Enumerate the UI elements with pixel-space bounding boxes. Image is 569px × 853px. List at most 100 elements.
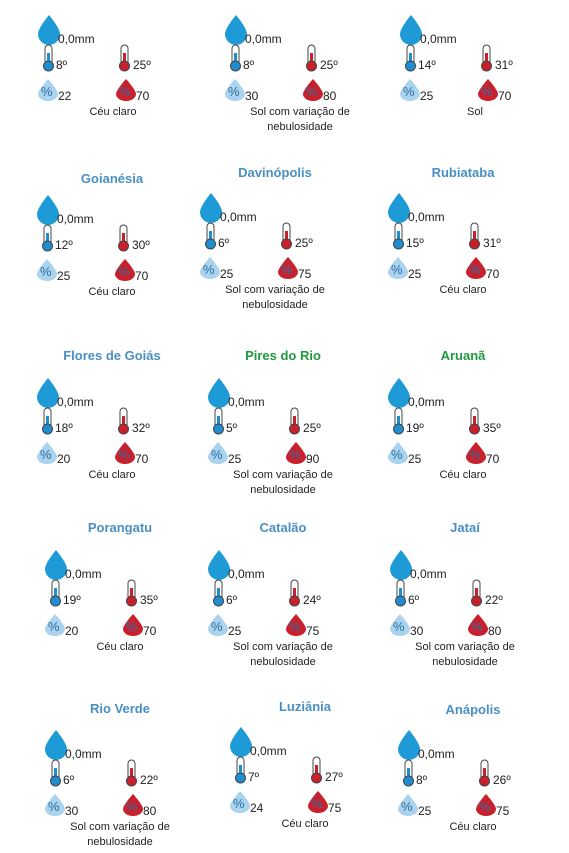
rain-drop-icon	[200, 193, 222, 223]
city-title: Catalão	[259, 520, 307, 535]
temp-min: 6º	[218, 236, 230, 250]
humidity-min: 25	[408, 267, 422, 281]
thermometer-max	[306, 44, 317, 72]
temp-min: 14º	[418, 58, 436, 72]
rain-drop-icon	[388, 193, 410, 223]
city-title: Jataí	[450, 520, 480, 535]
city-title: Luziânia	[278, 699, 331, 714]
thermometer-max	[481, 44, 492, 72]
temp-min: 18º	[55, 421, 73, 435]
temp-max: 25º	[295, 236, 313, 250]
precipitation: 0,0mm	[58, 32, 95, 46]
rain-drop-icon	[45, 550, 67, 580]
humidity-max: 80	[143, 804, 157, 818]
precipitation: 0,0mm	[408, 395, 445, 409]
temp-min: 8º	[56, 58, 68, 72]
rain-drop-icon	[38, 15, 60, 45]
humidity-max: 70	[486, 452, 500, 466]
humidity-icon: %	[388, 442, 408, 464]
humidity-min: 30	[65, 804, 79, 818]
temp-min: 8º	[416, 773, 428, 787]
humidity-min: 25	[418, 804, 432, 818]
humidity-icon: %	[225, 79, 245, 101]
thermometer-min	[50, 579, 61, 607]
city-title: Pires do Rio	[245, 348, 321, 363]
percent-sign: %	[228, 84, 240, 99]
thermometer-min	[403, 759, 414, 787]
thermometer-max	[118, 407, 129, 435]
thermometer-min	[395, 579, 406, 607]
rain-drop-icon	[208, 378, 230, 408]
humidity-max: 70	[143, 624, 157, 638]
temp-max: 35º	[483, 421, 501, 435]
city-title: Aruanã	[440, 348, 486, 363]
percent-sign: %	[203, 262, 215, 277]
percent-sign: %	[481, 84, 493, 99]
rain-drop-icon	[208, 550, 230, 580]
thermometer-min	[235, 756, 246, 784]
sky-description: Céu claro	[281, 818, 329, 830]
percent-sign: %	[311, 796, 323, 811]
humidity-icon: %	[37, 442, 57, 464]
percent-sign: %	[469, 262, 481, 277]
sky-description: Céu claro	[449, 821, 497, 833]
humidity-min: 25	[57, 269, 71, 283]
thermometer-max	[118, 224, 129, 252]
precipitation: 0,0mm	[418, 747, 455, 761]
humidity-icon: %	[286, 442, 306, 464]
temp-min: 6º	[408, 593, 420, 607]
city-title: Davinópolis	[238, 165, 312, 180]
city-title: Porangatu	[87, 520, 153, 535]
temp-max: 31º	[495, 58, 513, 72]
humidity-icon: %	[468, 614, 488, 636]
humidity-max: 70	[135, 269, 149, 283]
sky-description: Céu claro	[96, 641, 144, 653]
humidity-icon: %	[400, 79, 420, 101]
sky-description: Céu claro	[439, 469, 487, 481]
percent-sign: %	[289, 447, 301, 462]
thermometer-min	[393, 222, 404, 250]
city-title: Anápolis	[445, 702, 501, 717]
thermometer-min	[42, 407, 53, 435]
humidity-icon: %	[208, 442, 228, 464]
rain-drop-icon	[37, 378, 59, 408]
humidity-min: 25	[228, 452, 242, 466]
thermometer-max	[469, 407, 480, 435]
precipitation: 0,0mm	[410, 567, 447, 581]
humidity-icon: %	[123, 794, 143, 816]
temp-min: 19º	[406, 421, 424, 435]
temp-min: 15º	[406, 236, 424, 250]
city-title: Rubiataba	[431, 165, 495, 180]
humidity-icon: %	[38, 79, 58, 101]
temp-max: 26º	[493, 773, 511, 787]
percent-sign: %	[391, 447, 403, 462]
percent-sign: %	[403, 84, 415, 99]
humidity-min: 25	[228, 624, 242, 638]
sky-description: Céu claro	[89, 106, 137, 118]
thermometer-min	[42, 224, 53, 252]
sky-description: Sol com variação de nebulosidade	[233, 469, 333, 496]
percent-sign: %	[118, 447, 130, 462]
temp-min: 7º	[248, 770, 260, 784]
humidity-icon: %	[466, 442, 486, 464]
percent-sign: %	[211, 619, 223, 634]
thermometer-max	[119, 44, 130, 72]
rain-drop-icon	[400, 15, 422, 45]
humidity-icon: %	[45, 614, 65, 636]
sky-description: Sol com variação de nebulosidade	[250, 106, 350, 133]
humidity-max: 70	[136, 89, 150, 103]
humidity-min: 25	[420, 89, 434, 103]
humidity-icon: %	[115, 442, 135, 464]
rain-drop-icon	[45, 730, 67, 760]
percent-sign: %	[469, 447, 481, 462]
precipitation: 0,0mm	[245, 32, 282, 46]
percent-sign: %	[126, 619, 138, 634]
humidity-icon: %	[303, 79, 323, 101]
humidity-max: 80	[323, 89, 337, 103]
sky-description: Sol com variação de nebulosidade	[415, 641, 515, 668]
city-title: Flores de Goiás	[63, 348, 161, 363]
sky-description: Sol com variação de nebulosidade	[225, 284, 325, 311]
humidity-icon: %	[230, 791, 250, 813]
temp-min: 8º	[243, 58, 255, 72]
